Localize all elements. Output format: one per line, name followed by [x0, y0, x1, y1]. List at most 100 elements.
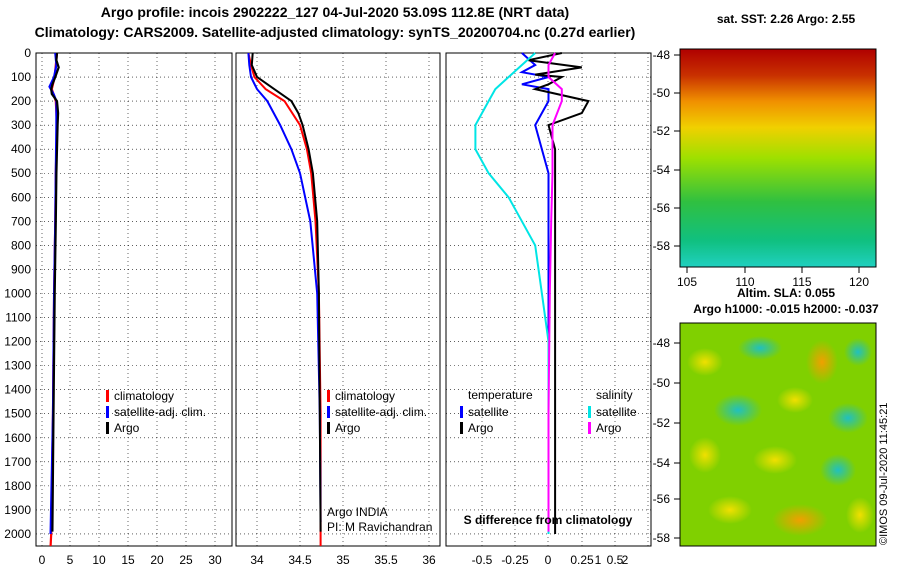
legend-swatch	[327, 406, 330, 418]
x-tick-label: 2	[622, 553, 629, 567]
panel-frame	[235, 52, 441, 547]
y-tick-label: 800	[11, 238, 31, 252]
sst-lat-tick-label: -52	[653, 124, 671, 138]
legend-label: climatology	[114, 389, 174, 403]
x-tick-label: -0.25	[501, 553, 529, 567]
sst-lon-tick-label: 110	[735, 275, 754, 289]
x-tick-label: 1	[595, 553, 602, 567]
sst-lon-tick-label: 120	[849, 275, 869, 289]
sla-map-title-1: Altim. SLA: 0.055	[736, 286, 836, 300]
legend-label: satellite-adj. clim.	[335, 405, 427, 419]
x-tick-label: 10	[92, 553, 106, 567]
x-tick-label: 5	[67, 553, 74, 567]
legend-swatch	[327, 390, 330, 402]
legend-swatch	[106, 406, 109, 418]
sst-lon-tick-label: 115	[792, 275, 811, 289]
sla-lat-tick-label: -54	[653, 456, 671, 470]
series-line-temperature-satellite	[518, 52, 550, 534]
legend-swatch	[460, 422, 463, 434]
sla-map-title-2: Argo h1000: -0.015 h2000: -0.037	[693, 302, 879, 316]
panel-2: 34 34.5 35 35.5 36 climatology satellite-adj. …	[235, 52, 441, 567]
legend-label: Argo	[596, 421, 622, 435]
x-tick-label: 34	[250, 553, 264, 567]
y-tick-label: 200	[11, 94, 31, 108]
y-tick-label: 1900	[4, 503, 31, 517]
sst-map-title: sat. SST: 2.26 Argo: 2.55	[716, 12, 856, 26]
x-tick-label: 15	[121, 553, 135, 567]
series-line-salinity-satellite	[474, 52, 550, 534]
sst-lat-tick-label: -50	[653, 86, 671, 100]
x-tick-label: 0	[545, 553, 552, 567]
y-tick-label: 700	[11, 214, 31, 228]
y-tick-label: 2000	[4, 527, 31, 541]
legend-label: Argo	[335, 421, 361, 435]
legend-swatch	[327, 422, 330, 434]
series-line-satellite-adj-clim-	[247, 52, 322, 523]
annotation-pi-name: PI: M Ravichandran	[327, 520, 432, 534]
sla-lat-tick-label: -50	[653, 376, 671, 390]
legend-swatch	[106, 422, 109, 434]
panel-1: 0 5 10 15 20 25 300100200300400500600700800900…	[4, 46, 233, 567]
sla-lat-tick-label: -58	[653, 531, 671, 545]
x-tick-label: 30	[208, 553, 222, 567]
legend-label: satellite	[468, 405, 509, 419]
legend-label: climatology	[335, 389, 395, 403]
x-tick-label: 0.5	[607, 553, 624, 567]
sla-lat-tick-label: -52	[653, 416, 671, 430]
series-line-salinity-argo	[547, 52, 563, 532]
sst-lat-tick-label: -58	[653, 239, 671, 253]
y-tick-label: 100	[11, 70, 31, 84]
legend-label: Argo	[114, 421, 140, 435]
y-tick-label: 500	[11, 166, 31, 180]
x-tick-label: 25	[179, 553, 193, 567]
series-line-argo	[250, 52, 322, 532]
legend-label: satellite-adj. clim.	[114, 405, 206, 419]
y-tick-label: 1400	[4, 383, 31, 397]
panel-title-s-difference: S difference from climatology	[464, 513, 633, 527]
y-tick-label: 1800	[4, 479, 31, 493]
y-tick-label: 300	[11, 118, 31, 132]
panel-frame	[35, 52, 233, 547]
sla-map-anomalies	[687, 336, 874, 536]
figure-title-line1: Argo profile: incois 2902222_127 04-Jul-…	[100, 4, 570, 20]
annotation-argo-india: Argo INDIA	[327, 505, 388, 519]
sla-lat-tick-label: -48	[653, 336, 671, 350]
sla-lat-tick-label: -56	[653, 492, 671, 506]
legend-group-label: salinity	[596, 388, 633, 402]
x-tick-label: 35	[336, 553, 350, 567]
x-tick-label: 20	[150, 553, 164, 567]
y-tick-label: 1200	[4, 335, 31, 349]
series-line-argo	[50, 52, 60, 532]
y-tick-label: 1100	[5, 311, 31, 325]
x-tick-label: 36	[422, 553, 436, 567]
y-tick-label: 600	[11, 190, 31, 204]
sst-lat-tick-label: -54	[653, 163, 671, 177]
figure-title-line2: Climatology: CARS2009. Satellite-adjuste…	[34, 24, 636, 40]
y-tick-label: 400	[11, 142, 31, 156]
legend-swatch	[460, 406, 463, 418]
legend-swatch	[106, 390, 109, 402]
legend-group-label: temperature	[468, 388, 533, 402]
x-tick-label: 0.25	[570, 553, 594, 567]
y-tick-label: 1300	[4, 359, 31, 373]
legend-label: satellite	[596, 405, 637, 419]
x-tick-label: 34.5	[288, 553, 312, 567]
y-tick-label: 900	[11, 262, 31, 276]
y-tick-label: 1500	[4, 407, 31, 421]
sst-lat-tick-label: -48	[653, 48, 671, 62]
y-tick-label: 0	[24, 46, 31, 60]
legend-label: Argo	[468, 421, 494, 435]
x-tick-label: -0.5	[472, 553, 493, 567]
sst-lon-tick-label: 105	[677, 275, 697, 289]
y-tick-label: 1700	[4, 455, 31, 469]
x-tick-label: 0	[39, 553, 46, 567]
x-tick-label: 35.5	[374, 553, 398, 567]
sst-lat-tick-label: -56	[653, 201, 671, 215]
y-tick-label: 1000	[4, 286, 31, 300]
y-tick-label: 1600	[4, 431, 31, 445]
legend-swatch	[588, 422, 591, 434]
legend-swatch	[588, 406, 591, 418]
series-line-temperature-argo	[528, 52, 590, 534]
sst-map	[679, 48, 877, 268]
